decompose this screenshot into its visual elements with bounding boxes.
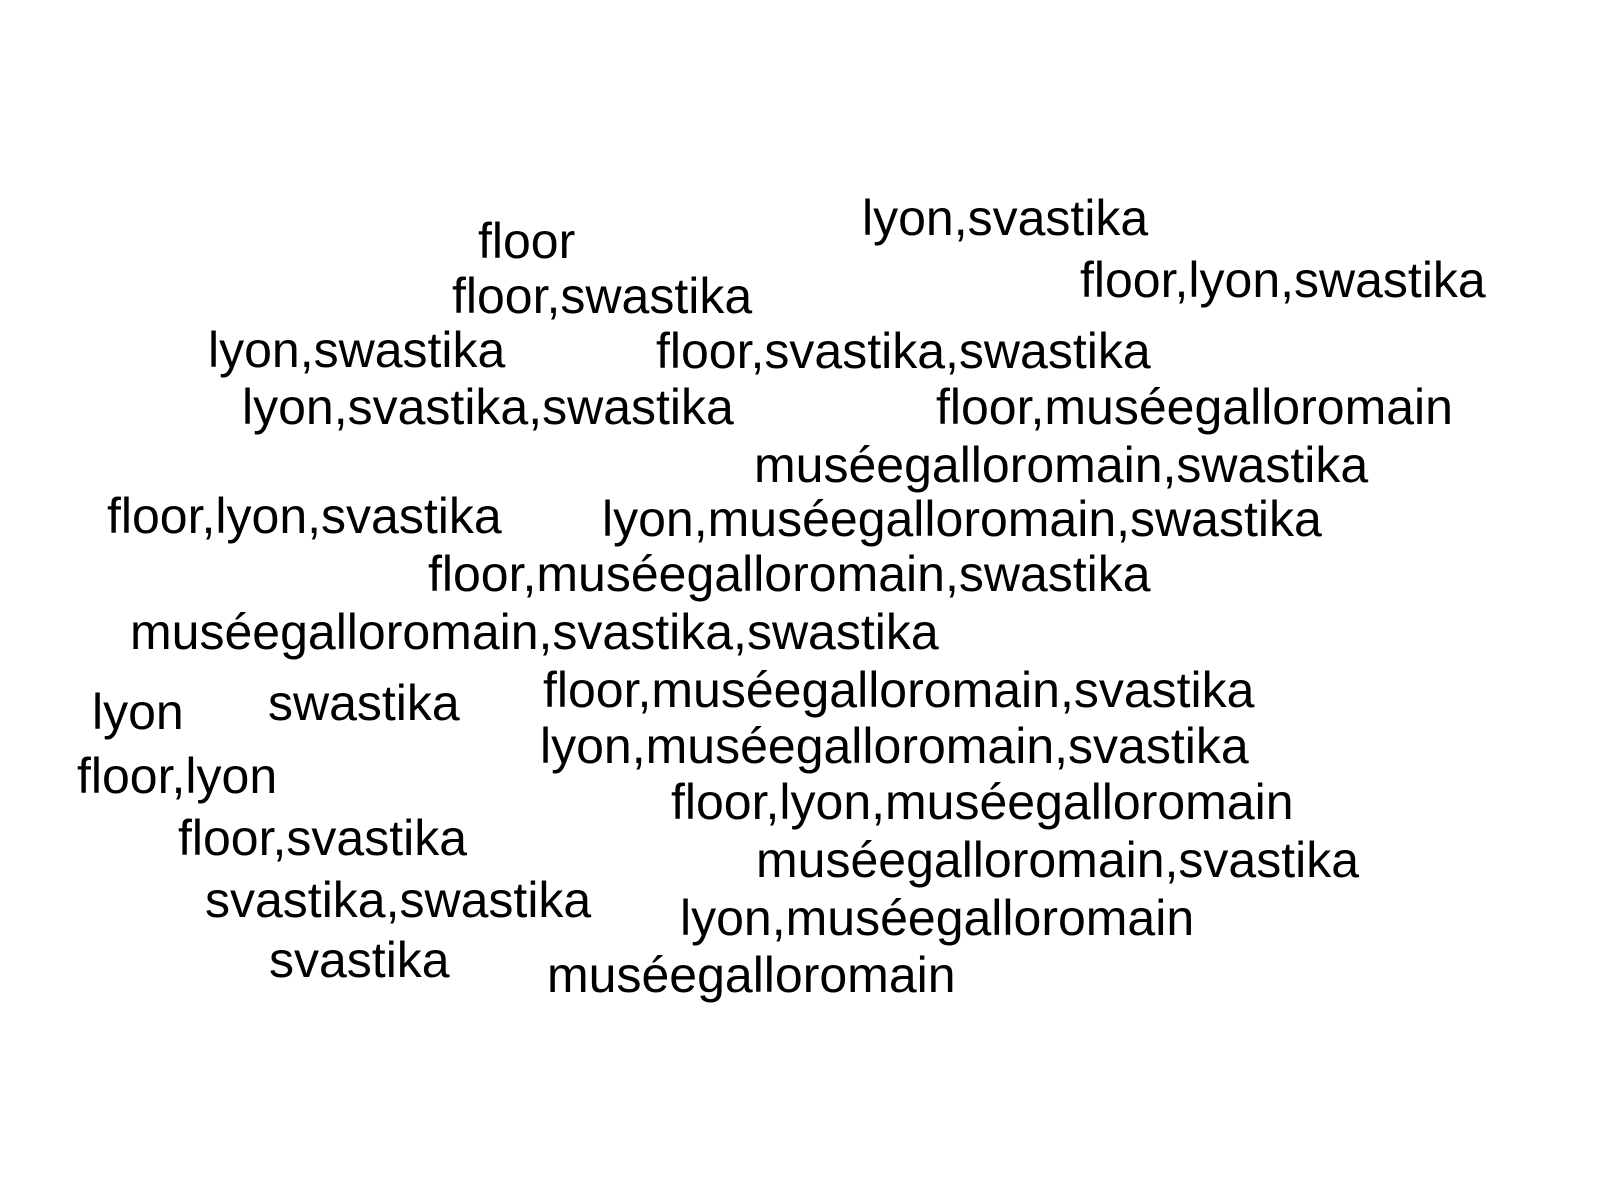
word-floor-museegalloromain-swastika: floor,muséegalloromain,swastika — [428, 546, 1151, 602]
word-floor-museegalloromain: floor,muséegalloromain — [936, 379, 1453, 435]
word-lyon: lyon — [92, 684, 184, 740]
word-floor-lyon-svastika: floor,lyon,svastika — [107, 488, 502, 544]
word-svastika: svastika — [269, 932, 450, 988]
word-lyon-museegalloromain-swastika: lyon,muséegalloromain,swastika — [602, 491, 1322, 547]
word-floor: floor — [478, 213, 576, 269]
word-lyon-swastika: lyon,swastika — [208, 322, 506, 378]
word-museegalloromain-svastika: muséegalloromain,svastika — [756, 832, 1360, 888]
word-floor-svastika: floor,svastika — [178, 810, 468, 866]
word-lyon-museegalloromain: lyon,muséegalloromain — [680, 890, 1195, 946]
word-floor-museegalloromain-svastika: floor,muséegalloromain,svastika — [543, 662, 1255, 718]
word-swastika: swastika — [268, 675, 460, 731]
word-floor-swastika: floor,swastika — [452, 268, 753, 324]
word-floor-lyon: floor,lyon — [77, 748, 278, 804]
word-museegalloromain-swastika: muséegalloromain,swastika — [754, 437, 1369, 493]
word-museegalloromain: muséegalloromain — [547, 947, 956, 1003]
word-floor-lyon-swastika: floor,lyon,swastika — [1080, 252, 1486, 308]
word-museegalloromain-svastika-swastika: muséegalloromain,svastika,swastika — [130, 604, 939, 660]
word-lyon-museegalloromain-svastika: lyon,muséegalloromain,svastika — [540, 718, 1249, 774]
word-floor-svastika-swastika: floor,svastika,swastika — [656, 323, 1151, 379]
word-lyon-svastika-swastika: lyon,svastika,swastika — [242, 379, 734, 435]
word-floor-lyon-museegalloromain: floor,lyon,muséegalloromain — [671, 774, 1294, 830]
word-lyon-svastika-top: lyon,svastika — [862, 190, 1149, 246]
word-svastika-swastika: svastika,swastika — [205, 872, 592, 928]
